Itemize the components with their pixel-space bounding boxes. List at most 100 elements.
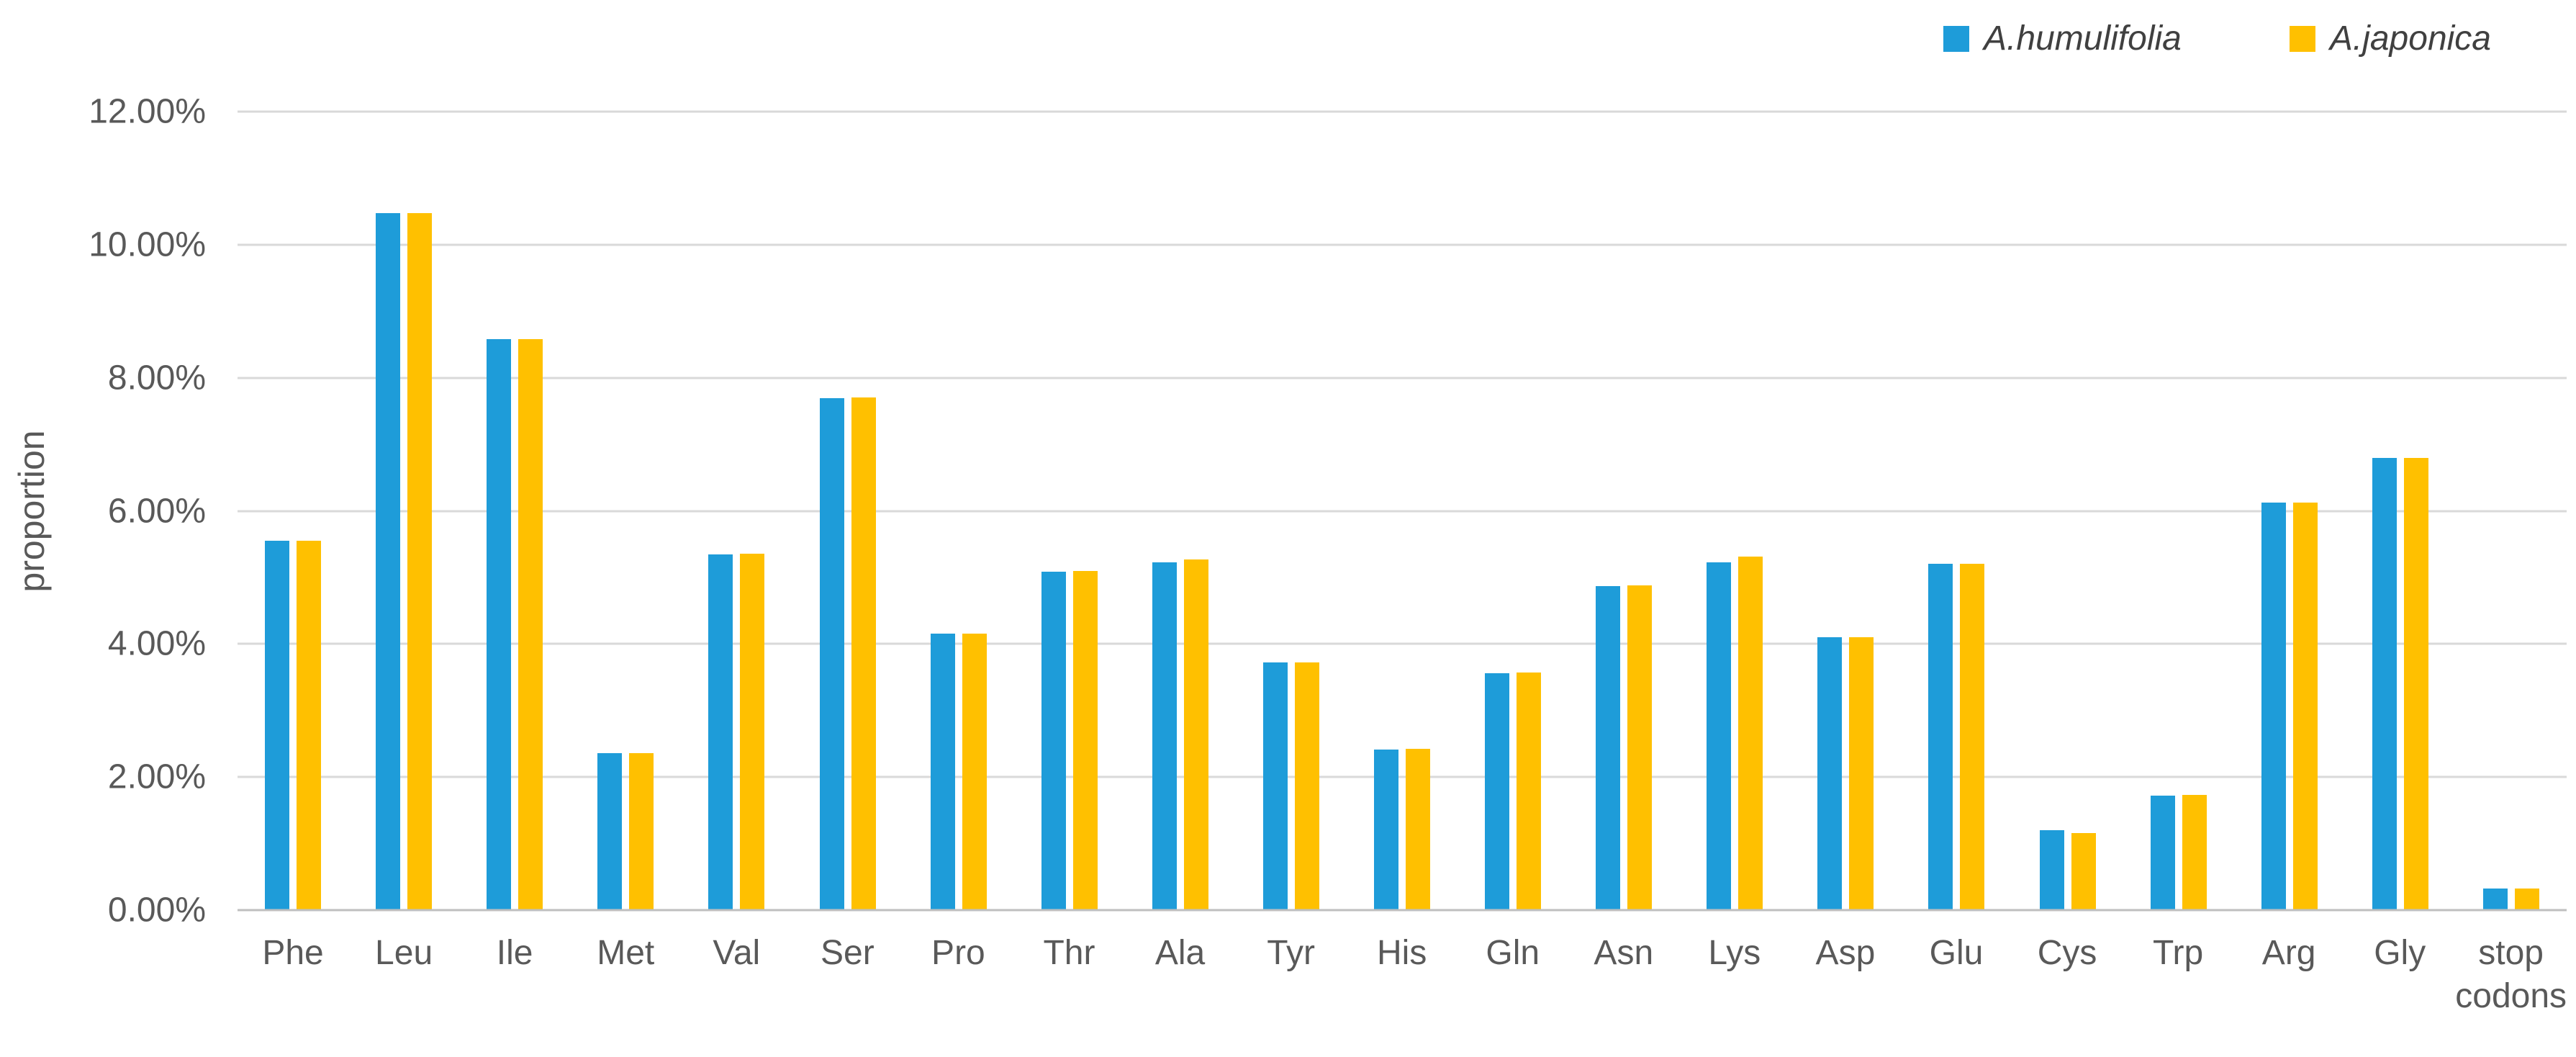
bar-A.japonica-Asn — [1627, 585, 1653, 910]
bar-A.humulifolia-Cys — [2039, 830, 2064, 910]
bar-A.japonica-Val — [740, 553, 765, 910]
x-tick-label-Cys: Cys — [2037, 934, 2097, 972]
x-tick-label-Trp: Trp — [2152, 934, 2204, 972]
bar-A.humulifolia-Trp — [2150, 796, 2175, 910]
bar-A.humulifolia-Ile — [487, 339, 512, 910]
x-axis-line — [238, 909, 2567, 912]
bar-A.humulifolia-Tyr — [1262, 662, 1288, 910]
bar-A.humulifolia-Val — [708, 554, 733, 910]
bar-group-Met — [570, 112, 681, 910]
x-tick-label-Gly: Gly — [2374, 934, 2426, 972]
bar-A.humulifolia-Met — [597, 752, 623, 910]
x-tick-label-Asp: Asp — [1815, 934, 1876, 972]
bar-A.humulifolia-Gln — [1485, 673, 1510, 910]
bar-A.japonica-Leu — [407, 213, 433, 910]
y-tick-label-4.00%: 4.00% — [107, 624, 206, 663]
y-axis-tick-labels: 0.00% 2.00% 4.00% 6.00% 8.00% 10.00% 12.00% — [0, 0, 206, 1057]
bar-A.humulifolia-Pro — [930, 634, 955, 910]
bar-A.humulifolia-Lys — [1707, 562, 1732, 910]
y-tick-label-12.00%: 12.00% — [89, 92, 206, 131]
bar-A.japonica-His — [1405, 749, 1430, 910]
bar-A.japonica-Phe — [297, 541, 322, 910]
x-tick-label-Leu: Leu — [375, 934, 433, 972]
x-tick-label-Pro: Pro — [931, 934, 985, 972]
bar-group-Cys — [2012, 112, 2123, 910]
x-tick-label-Arg: Arg — [2261, 934, 2316, 972]
bar-A.humulifolia-Asn — [1596, 585, 1621, 910]
x-tick-label-Thr: Thr — [1043, 934, 1095, 972]
y-tick-label-6.00%: 6.00% — [107, 492, 206, 530]
chart-legend: A.humulifolia A.japonica — [1943, 19, 2491, 58]
bar-group-Val — [681, 112, 792, 910]
bar-group-Ile — [459, 112, 570, 910]
bar-A.japonica-Met — [629, 752, 654, 910]
legend-swatch-humulifolia — [1943, 25, 1970, 52]
y-tick-label-0.00%: 0.00% — [107, 891, 206, 930]
x-tick-label-Ile: Ile — [496, 934, 533, 972]
x-tick-label-Asn: Asn — [1594, 934, 1654, 972]
x-tick-label-Gln: Gln — [1486, 934, 1540, 972]
gridline-8.00% — [238, 377, 2567, 379]
bar-A.humulifolia-Gly — [2372, 457, 2397, 910]
bar-A.humulifolia-Arg — [2261, 503, 2286, 910]
bar-A.japonica-Trp — [2182, 795, 2207, 910]
bar-group-Pro — [903, 112, 1014, 910]
bar-A.japonica-Tyr — [1294, 662, 1319, 910]
bar-A.humulifolia-Phe — [265, 541, 290, 910]
bar-A.japonica-Ser — [851, 397, 876, 910]
y-tick-label-10.00%: 10.00% — [89, 225, 206, 264]
gridline-10.00% — [238, 243, 2567, 246]
bar-group-Gly — [2345, 112, 2456, 910]
bar-group-His — [1347, 112, 1458, 910]
bar-group-Leu — [348, 112, 459, 910]
bar-group-Thr — [1014, 112, 1125, 910]
x-tick-label-Tyr: Tyr — [1267, 934, 1315, 972]
bar-group-Ser — [792, 112, 903, 910]
bar-group-Trp — [2123, 112, 2234, 910]
bar-A.humulifolia-Thr — [1041, 571, 1066, 910]
bar-A.japonica-stop-codons — [2514, 889, 2539, 910]
x-axis-labels: Phe Leu Ile Met Val Ser Pro Thr Ala Tyr His Gln Asn L… — [238, 932, 2567, 1018]
bar-A.japonica-Glu — [1960, 564, 1985, 910]
bar-A.humulifolia-Ser — [819, 398, 844, 910]
bar-A.humulifolia-His — [1373, 750, 1398, 910]
legend-swatch-japonica — [2289, 25, 2315, 52]
x-tick-label-Lys: Lys — [1708, 934, 1761, 972]
bar-A.humulifolia-Asp — [1817, 637, 1843, 910]
x-tick-label-Phe: Phe — [262, 934, 324, 972]
x-tick-label-Val: Val — [713, 934, 761, 972]
gridline-6.00% — [238, 510, 2567, 512]
bar-group-Lys — [1679, 112, 1790, 910]
bar-A.japonica-Gly — [2403, 457, 2428, 910]
bar-A.japonica-Ala — [1183, 559, 1208, 910]
bar-A.japonica-Pro — [962, 634, 987, 910]
x-tick-label-Ser: Ser — [820, 934, 875, 972]
legend-label-humulifolia: A.humulifolia — [1984, 19, 2182, 58]
x-tick-label-Met: Met — [597, 934, 655, 972]
bar-A.japonica-Thr — [1072, 570, 1098, 910]
bar-A.japonica-Arg — [2292, 503, 2318, 910]
bar-group-Asn — [1568, 112, 1679, 910]
bar-A.japonica-Lys — [1738, 557, 1763, 910]
y-tick-label-8.00%: 8.00% — [107, 359, 206, 397]
y-tick-label-2.00%: 2.00% — [107, 757, 206, 796]
legend-item-japonica: A.japonica — [2289, 19, 2491, 58]
gridline-2.00% — [238, 775, 2567, 778]
x-tick-label-Ala: Ala — [1154, 934, 1206, 972]
bar-group-Arg — [2234, 112, 2345, 910]
bar-group-Asp — [1790, 112, 1901, 910]
bar-group-Gln — [1458, 112, 1568, 910]
bar-A.humulifolia-Leu — [376, 213, 401, 910]
bar-A.japonica-Asp — [1849, 637, 1874, 910]
bar-group-Phe — [238, 112, 348, 910]
bar-A.japonica-Cys — [2071, 832, 2096, 910]
bar-columns — [238, 112, 2567, 910]
bar-A.japonica-Gln — [1517, 673, 1542, 910]
plot-area — [238, 110, 2567, 912]
bar-A.humulifolia-Ala — [1152, 562, 1177, 910]
legend-label-japonica: A.japonica — [2329, 19, 2491, 58]
bar-group-Glu — [1901, 112, 2012, 910]
bar-group-stop-codons — [2456, 112, 2567, 910]
bar-A.humulifolia-Glu — [1928, 564, 1953, 910]
